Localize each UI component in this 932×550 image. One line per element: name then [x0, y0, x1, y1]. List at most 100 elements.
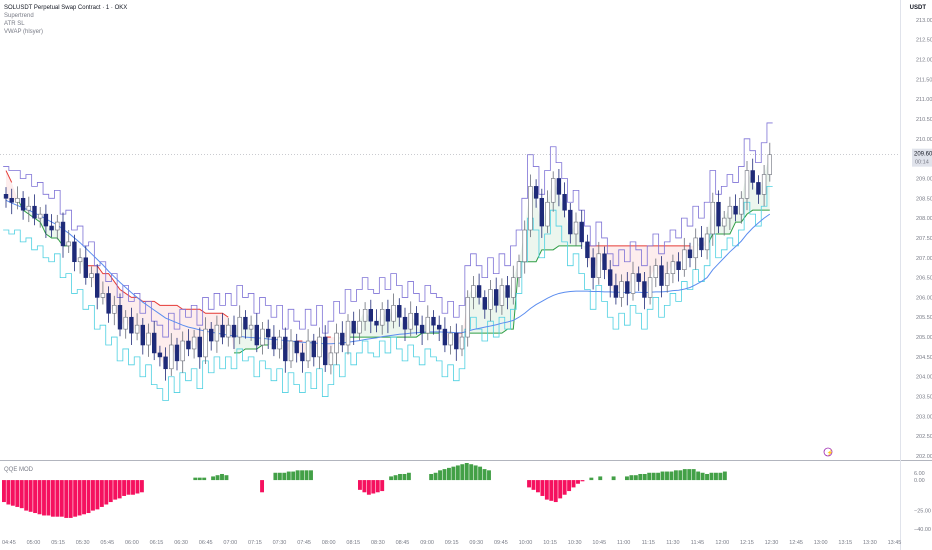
candle — [15, 186, 20, 210]
oscillator-bar — [122, 480, 127, 496]
candle — [516, 254, 522, 288]
candle-body — [60, 221, 66, 247]
candle-body — [448, 332, 453, 346]
candle-body — [174, 344, 180, 362]
oscillator-bar — [193, 477, 198, 481]
indicator-vwap[interactable]: VWAP (hlsyer) — [4, 29, 44, 35]
candle — [767, 142, 773, 182]
oscillator-bar — [362, 480, 367, 493]
candle — [733, 194, 738, 222]
candle — [220, 313, 225, 345]
candle — [556, 168, 562, 207]
oscillator-bar — [669, 471, 674, 481]
candle — [186, 329, 191, 357]
candle-body — [157, 352, 163, 358]
candle-body — [568, 209, 573, 235]
time-tick-label: 09:30 — [469, 540, 483, 546]
candle — [311, 333, 316, 367]
candle — [756, 175, 761, 204]
candle — [454, 323, 459, 361]
candle — [408, 301, 413, 337]
candle-body — [414, 312, 419, 326]
candle-body — [374, 320, 379, 326]
candle — [550, 171, 556, 212]
candle — [334, 323, 339, 365]
time-tick-label: 13:30 — [863, 540, 877, 546]
time-tick-label: 08:30 — [371, 540, 385, 546]
candle-body — [294, 340, 299, 354]
candle-body — [368, 309, 373, 322]
oscillator-bar — [291, 471, 296, 481]
candle — [693, 228, 698, 270]
candle-body — [26, 205, 31, 211]
countdown-label: 00:14 — [915, 160, 929, 166]
candle-body — [391, 305, 396, 322]
candle — [294, 333, 299, 363]
oscillator-bar — [691, 469, 696, 481]
candle — [226, 318, 231, 347]
oscillator-bar — [611, 476, 616, 481]
oscillator-bar — [567, 480, 572, 492]
candle-body — [533, 186, 539, 199]
candle-body — [32, 205, 37, 219]
candle-body — [305, 340, 311, 362]
candle — [613, 273, 619, 305]
candle-body — [511, 277, 516, 298]
time-tick-label: 12:00 — [715, 540, 729, 546]
candle-body — [271, 336, 277, 350]
candle-body — [664, 273, 670, 286]
candle — [243, 310, 248, 339]
oscillator-bar — [438, 470, 442, 481]
oscillator-bar — [406, 472, 411, 481]
time-tick-label: 10:45 — [592, 540, 606, 546]
candle-body — [283, 336, 288, 362]
candle-body — [431, 316, 436, 326]
candle — [607, 260, 613, 298]
oscillator-bar — [531, 480, 536, 490]
oscillator-bar — [24, 480, 29, 511]
indicator-atr-sl[interactable]: ATR SL — [4, 21, 25, 27]
candle — [26, 196, 31, 223]
oscillator-legend[interactable]: QQE MOD — [4, 467, 34, 473]
candle-body — [220, 324, 225, 338]
oscillator-bar — [273, 472, 278, 481]
time-tick-label: 09:45 — [494, 540, 508, 546]
time-tick-label: 13:45 — [888, 540, 902, 546]
supertrend-fill — [650, 245, 656, 278]
candle-body — [260, 328, 265, 346]
time-tick-label: 05:30 — [76, 540, 90, 546]
time-tick-label: 08:15 — [346, 540, 360, 546]
candle-body — [117, 305, 123, 330]
oscillator-bar — [197, 477, 202, 481]
candle-body — [528, 186, 533, 231]
candle — [704, 226, 710, 260]
supertrend-fill — [564, 210, 571, 246]
price-tick-label: 203.00 — [916, 414, 932, 420]
symbol-title[interactable]: SOLUSDT Perpetual Swap Contract · 1 · OK… — [4, 5, 128, 11]
candle — [123, 310, 128, 339]
candle — [653, 258, 659, 288]
oscillator-bar — [46, 480, 51, 516]
indicator-supertrend[interactable]: Supertrend — [4, 13, 34, 19]
oscillator-bar — [380, 480, 385, 492]
candle-body — [140, 324, 145, 346]
candle-body — [693, 237, 698, 259]
candle — [499, 278, 505, 315]
alert-bolt-icon — [823, 447, 833, 457]
price-tick-label: 212.50 — [916, 38, 932, 44]
candle-body — [254, 324, 259, 346]
candle-body — [100, 293, 106, 298]
candle — [100, 281, 106, 305]
oscillator-bar — [633, 475, 638, 481]
oscillator-bar — [37, 480, 42, 515]
time-tick-label: 09:00 — [420, 540, 434, 546]
time-tick-label: 07:00 — [223, 540, 237, 546]
oscillator-bar — [55, 480, 60, 517]
oscillator-bar — [451, 466, 456, 481]
candle — [636, 266, 641, 292]
supertrend-line — [16, 198, 69, 247]
oscillator-bar — [718, 472, 723, 481]
candle — [568, 203, 573, 244]
candle-body — [465, 297, 470, 338]
